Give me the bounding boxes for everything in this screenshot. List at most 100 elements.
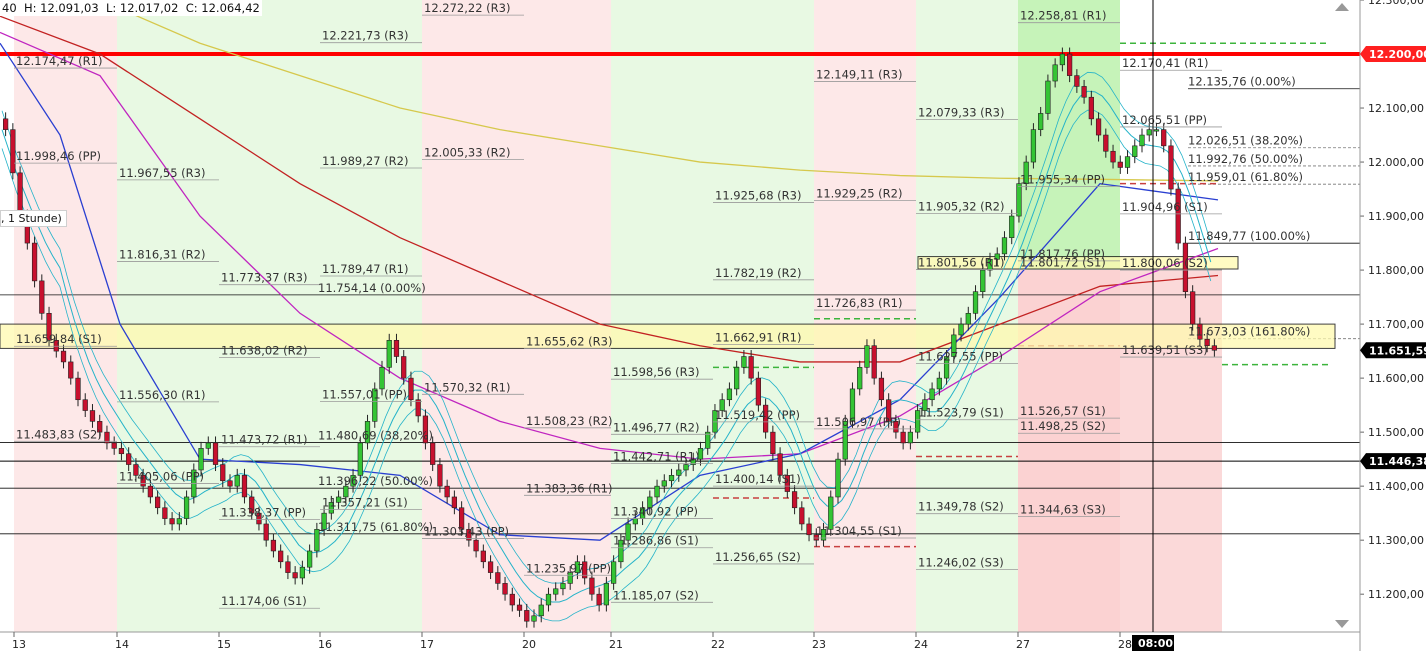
candle-body (437, 464, 443, 487)
candle-body (495, 572, 501, 584)
candle-body (582, 561, 588, 579)
legend-timeframe: , 1 Stunde) (0, 210, 67, 227)
price-tag-label: 11.446,38 (1369, 455, 1426, 468)
pivot-label: 11.570,32 (R1) (424, 380, 510, 394)
y-tick-label: 11.400,00 (1368, 480, 1424, 493)
candle-body (1153, 129, 1160, 132)
candle-body (828, 496, 834, 530)
candle-body (560, 583, 566, 590)
candle-body (538, 604, 544, 617)
fibo-label: 11.754,14 (0.00%) (318, 281, 426, 295)
candle-body (915, 410, 921, 433)
candle-body (89, 410, 96, 422)
x-tick-label: 21 (609, 638, 623, 651)
candle-body (285, 561, 291, 573)
candle-body (741, 356, 747, 368)
candle-body (1095, 118, 1102, 136)
candle-body (842, 421, 848, 460)
y-tick-label: 11.800,00 (1368, 264, 1424, 277)
candle-body (401, 356, 407, 379)
candle-body (234, 475, 240, 487)
price-tag (1360, 453, 1426, 470)
pivot-label: 11.905,32 (R2) (918, 199, 1004, 213)
candle-body (994, 253, 1000, 260)
candle-body (444, 485, 450, 498)
candle-body (864, 345, 870, 368)
candle-body (430, 442, 436, 465)
pivot-label: 11.256,65 (S2) (715, 550, 801, 564)
pivot-labels: 12.174,47 (R1) 11.998,46 (PP) 11.659,84 (S… (14, 1, 1222, 609)
fibo-label: 11.480,69 (38,20%) (318, 429, 433, 443)
candle-body (393, 340, 400, 357)
sma-line (0, 31, 1219, 460)
candle-body (256, 512, 262, 525)
candle-body (763, 404, 769, 433)
candle-body (343, 485, 349, 498)
price-tag (1360, 46, 1426, 63)
candle-body (929, 388, 935, 401)
level-lines (0, 42, 1360, 548)
pivot-label: 12.272,22 (R3) (424, 1, 510, 15)
pivot-label: 11.598,56 (R3) (613, 365, 699, 379)
candle-body (618, 539, 624, 563)
pivot-label: 11.638,02 (R2) (221, 344, 307, 358)
pivot-label: 11.782,19 (R2) (715, 266, 801, 280)
pivot-label: 11.925,68 (R3) (715, 189, 801, 203)
scroll-down-icon[interactable] (1335, 620, 1349, 628)
candle-body (1197, 323, 1203, 340)
y-tick-label: 11.200,00 (1368, 588, 1424, 601)
pivot-label: 11.483,83 (S2) (16, 427, 102, 441)
y-tick-label: 11.300,00 (1368, 534, 1424, 547)
scroll-up-icon[interactable] (1335, 3, 1349, 11)
y-tick-label: 12.000,00 (1368, 156, 1424, 169)
candle-body (1074, 75, 1080, 87)
candle-body (3, 118, 9, 130)
y-tick-label: 12.300,00 (1368, 0, 1424, 7)
candle-body (697, 448, 704, 460)
fibo-label: 11.396,22 (50.00%) (318, 474, 433, 488)
candle-body (1030, 129, 1037, 163)
candle-body (75, 377, 81, 401)
pivot-label: 11.506,97 (PP) (816, 415, 901, 429)
pivot-label: 11.773,37 (R3) (221, 271, 307, 285)
candle-body (466, 529, 472, 541)
pivot-label: 11.338,37 (PP) (221, 506, 306, 520)
candle-body (980, 269, 986, 292)
pivot-label: 11.405,06 (PP) (119, 469, 204, 483)
candle-body (1023, 161, 1029, 184)
candle-body (46, 312, 52, 341)
candle-body (82, 399, 88, 411)
candle-body (314, 529, 320, 552)
fibo-b-label: 12.135,76 (0.00%) (1188, 75, 1296, 89)
candle-body (734, 367, 740, 390)
candle-body (1139, 134, 1145, 147)
pivot-label: 11.340,92 (PP) (613, 505, 698, 519)
candle-body (118, 448, 125, 455)
candle-body (545, 593, 552, 606)
candle-body (1067, 53, 1073, 76)
candle-body (451, 496, 457, 509)
pivot-label: 11.526,57 (S1) (1020, 404, 1106, 418)
candle-body (509, 593, 515, 606)
candle-body (748, 356, 754, 379)
candle-body (625, 523, 631, 541)
pivot-label: 11.344,63 (S3) (1020, 502, 1106, 516)
candle-body (205, 442, 211, 449)
x-tick-label: 17 (420, 638, 434, 651)
crosshair-time-box (1132, 635, 1174, 651)
candle-body (140, 475, 146, 487)
x-axis: 13 14 15 16 17 20 21 22 23 24 27 28 (0, 631, 1360, 651)
pivot-label: 12.079,33 (R3) (918, 105, 1004, 119)
candle-body (886, 399, 892, 422)
candle-body (516, 604, 523, 611)
candle-body (133, 464, 139, 476)
candle-body (531, 615, 537, 622)
candle-body (147, 485, 153, 498)
candle-body (379, 367, 385, 390)
candle-body (1117, 161, 1123, 168)
candle-body (951, 334, 957, 357)
pivot-label: 11.496,77 (R2) (613, 420, 699, 434)
candle-body (415, 399, 421, 417)
pivot-label: 11.498,25 (S2) (1020, 419, 1106, 433)
